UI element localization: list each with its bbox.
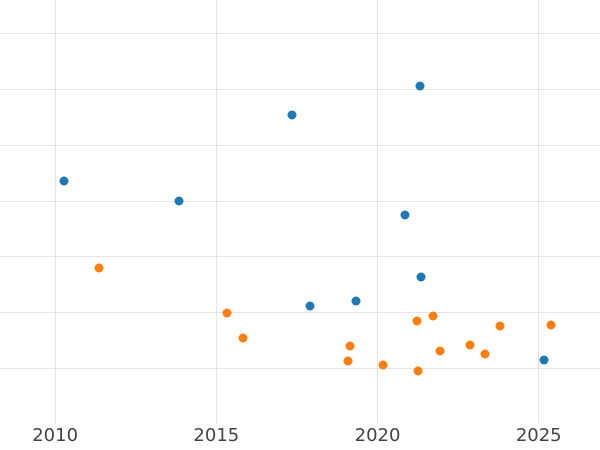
data-point-orange (343, 356, 353, 366)
data-point-blue (539, 355, 549, 365)
vertical-gridline (538, 0, 540, 423)
vertical-gridline (54, 0, 56, 423)
data-point-blue (287, 110, 297, 120)
data-point-blue (305, 301, 315, 311)
horizontal-gridline (0, 144, 600, 146)
vertical-gridline (215, 0, 217, 423)
x-tick-label: 2015 (193, 425, 240, 446)
data-point-blue (59, 176, 69, 186)
data-point-blue (351, 296, 361, 306)
data-point-blue (174, 196, 184, 206)
data-point-orange (238, 333, 248, 343)
data-point-orange (465, 340, 475, 350)
data-point-orange (413, 366, 423, 376)
x-tick-label: 2025 (515, 425, 562, 446)
x-tick-label: 2010 (32, 425, 79, 446)
data-point-orange (345, 341, 355, 351)
horizontal-gridline (0, 368, 600, 370)
horizontal-gridline (0, 312, 600, 314)
horizontal-gridline (0, 88, 600, 90)
horizontal-gridline (0, 256, 600, 258)
data-point-orange (94, 263, 104, 273)
data-point-orange (495, 321, 505, 331)
data-point-blue (415, 81, 425, 91)
plot-area (0, 0, 600, 423)
data-point-orange (435, 346, 445, 356)
horizontal-gridline (0, 200, 600, 202)
data-point-orange (412, 316, 422, 326)
data-point-orange (546, 320, 556, 330)
data-point-blue (416, 272, 426, 282)
data-point-orange (480, 349, 490, 359)
vertical-gridline (377, 0, 379, 423)
data-point-orange (222, 308, 232, 318)
x-tick-label: 2020 (354, 425, 401, 446)
data-point-blue (400, 210, 410, 220)
data-point-orange (378, 360, 388, 370)
horizontal-gridline (0, 33, 600, 35)
data-point-orange (428, 311, 438, 321)
